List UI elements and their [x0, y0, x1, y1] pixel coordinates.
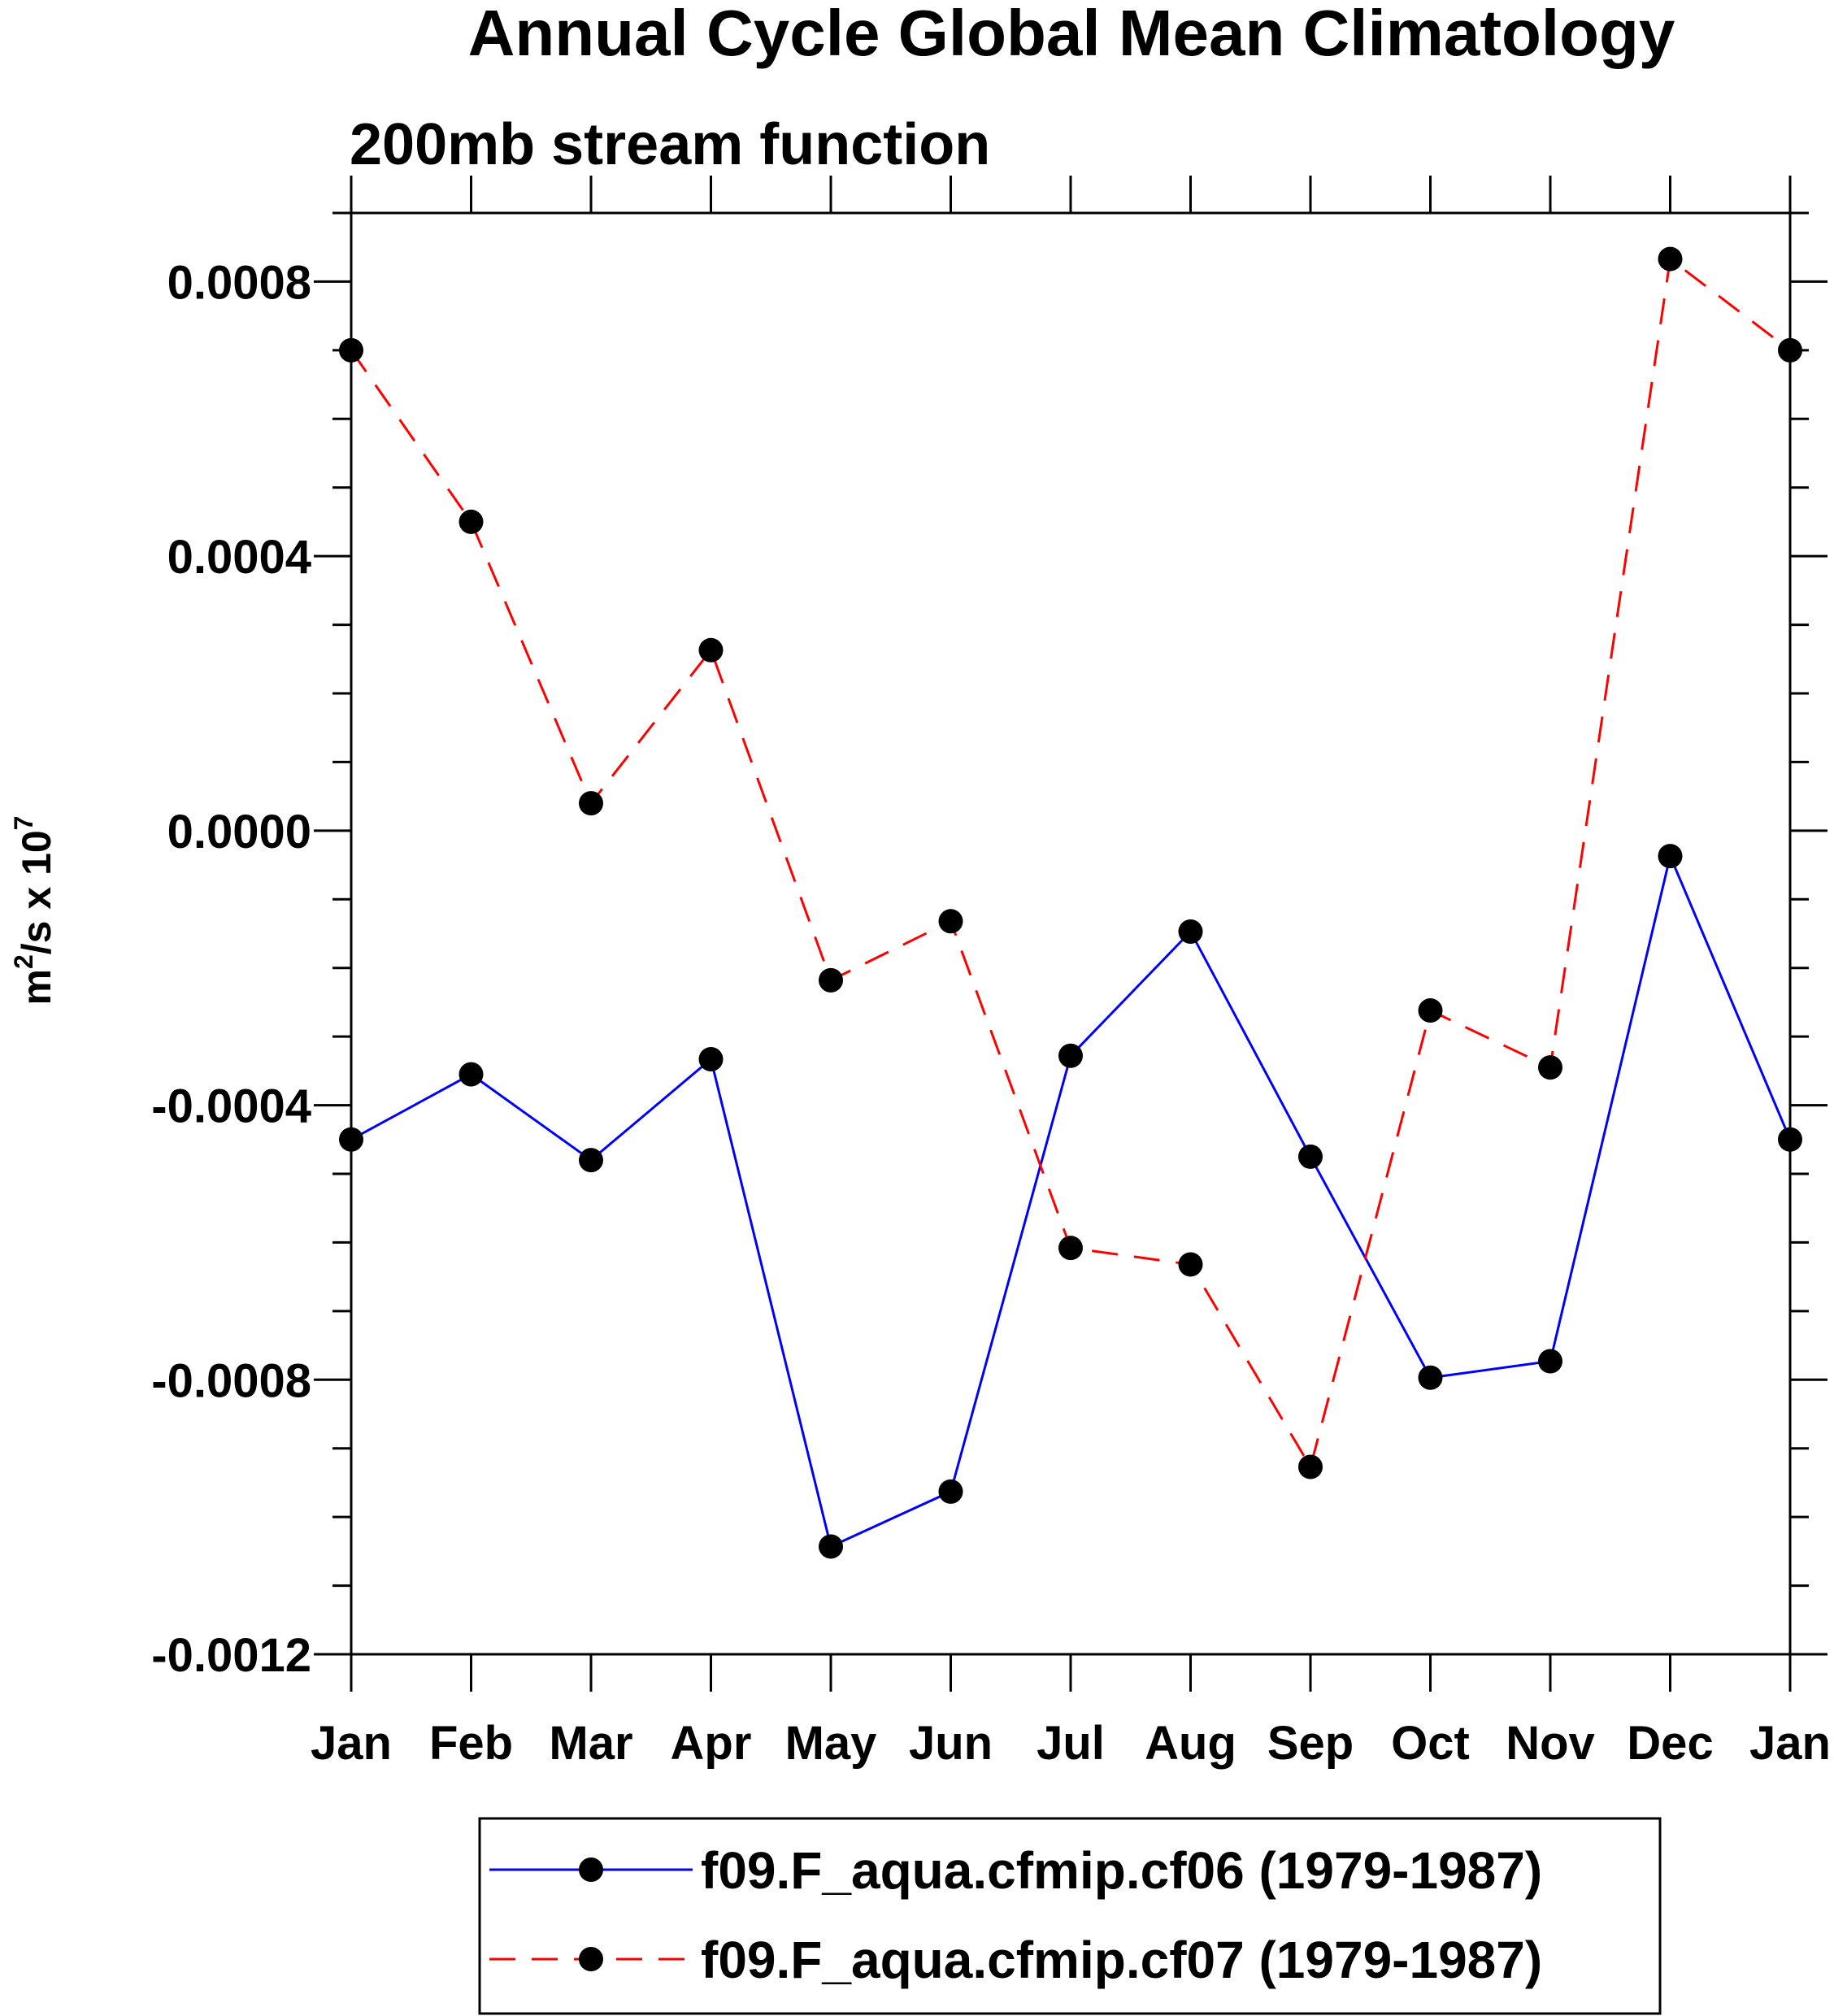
legend-label-1: f09.F_aqua.cfmip.cf06 (1979-1987) — [701, 1841, 1542, 1900]
x-tick-label: Apr — [671, 1717, 752, 1770]
x-tick-label: Mar — [549, 1717, 632, 1770]
series-2-point — [1778, 337, 1802, 363]
series-2-point — [1418, 998, 1443, 1023]
series-1-point — [458, 1062, 484, 1087]
y-axis-label: m2/s x 107 — [9, 816, 59, 1006]
series-2-point — [819, 967, 843, 993]
x-tick-label: May — [785, 1717, 877, 1770]
y-axis-label-sup2: 7 — [9, 816, 38, 831]
series-2-point — [458, 509, 484, 534]
y-tick-label: -0.0012 — [151, 1629, 311, 1682]
x-tick-label: Jan — [1749, 1717, 1831, 1770]
series-2-point — [1298, 1454, 1323, 1479]
x-tick-label: Jun — [909, 1717, 993, 1770]
x-tick-label: Sep — [1267, 1717, 1354, 1770]
legend-box — [478, 1817, 1662, 2015]
series-2-point — [1538, 1055, 1562, 1080]
series-1-point — [1778, 1127, 1802, 1152]
series-1-point — [819, 1534, 843, 1559]
series-1-point — [1538, 1349, 1562, 1374]
y-tick-label: 0.0004 — [167, 531, 311, 584]
series-1-point — [579, 1148, 603, 1173]
x-tick-label: Aug — [1145, 1717, 1236, 1770]
x-tick-label: Jul — [1037, 1717, 1105, 1770]
y-axis-label-base: m — [14, 969, 59, 1005]
series-1-point — [1178, 919, 1203, 944]
y-tick-label: -0.0008 — [151, 1354, 311, 1407]
series-1-point — [1418, 1365, 1443, 1390]
chart-subtitle: 200mb stream function — [350, 112, 990, 177]
series-2-point — [579, 791, 603, 816]
legend-marker-1 — [579, 1857, 603, 1882]
series-1-point — [1058, 1043, 1083, 1068]
legend-marker-2 — [579, 1947, 603, 1971]
y-axis-label-mid: /s x 10 — [14, 830, 59, 954]
series-2-point — [698, 637, 724, 663]
axis-ticks: Jan Feb Mar Apr May Jun Jul Aug Sep Oct Nov Dec Jan-… — [151, 176, 1831, 1770]
y-axis-label-sup1: 2 — [9, 954, 38, 969]
plot-frame — [350, 211, 1792, 1656]
x-tick-label: Jan — [311, 1717, 392, 1770]
x-tick-label: Nov — [1506, 1717, 1595, 1770]
series-2-point — [339, 337, 363, 363]
series-line-1 — [350, 852, 1792, 1549]
series-1-point — [938, 1479, 963, 1504]
series-1-point — [339, 1127, 363, 1152]
legend-label-2: f09.F_aqua.cfmip.cf07 (1979-1987) — [701, 1931, 1542, 1989]
y-tick-label: 0.0000 — [167, 806, 311, 858]
x-tick-label: Oct — [1391, 1717, 1470, 1770]
series-2-point — [938, 909, 963, 934]
series-1-point — [1298, 1144, 1323, 1169]
legend: f09.F_aqua.cfmip.cf06 (1979-1987) f09.F_a… — [478, 1817, 1662, 2015]
series-2-point — [1058, 1236, 1083, 1261]
series-2-point — [1178, 1252, 1203, 1277]
x-tick-label: Feb — [429, 1717, 513, 1770]
y-tick-label: -0.0004 — [151, 1080, 311, 1133]
series-line-2 — [350, 256, 1791, 1471]
series-layer — [339, 246, 1802, 1559]
x-tick-label: Dec — [1627, 1717, 1713, 1770]
series-2-point — [1658, 246, 1683, 272]
chart-title: Annual Cycle Global Mean Climatology — [468, 0, 1675, 69]
series-1-point — [1658, 844, 1683, 869]
y-tick-label: 0.0008 — [167, 256, 311, 309]
series-1-point — [698, 1047, 724, 1072]
